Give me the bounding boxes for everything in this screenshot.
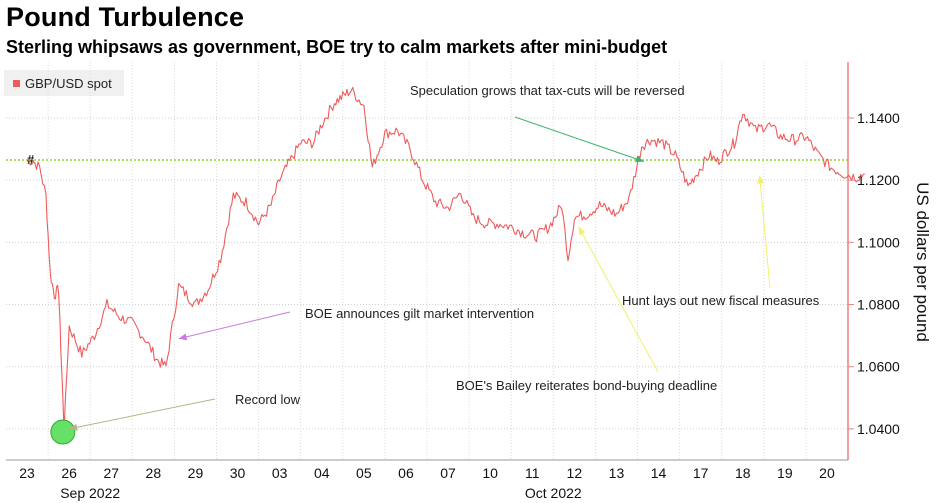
chart-title: Pound Turbulence: [6, 2, 245, 32]
y-tick-label: 1.1200: [857, 172, 900, 188]
chart-subtitle: Sterling whipsaws as government, BOE try…: [6, 37, 668, 57]
annotation-arrowhead: [578, 226, 586, 236]
x-tick-label: 28: [146, 465, 162, 481]
x-tick-label: 26: [61, 465, 77, 481]
x-tick-label: 17: [693, 465, 709, 481]
x-tick-label: 20: [819, 465, 835, 481]
x-tick-label: 13: [609, 465, 625, 481]
series-line-gbpusd: [26, 86, 865, 434]
y-tick-label: 1.0800: [857, 297, 900, 313]
annotation-label: BOE's Bailey reiterates bond-buying dead…: [456, 378, 717, 393]
reference-marker: #: [27, 152, 35, 167]
annotation-arrowhead: [178, 333, 188, 341]
y-axis-label: US dollars per pound: [913, 182, 932, 342]
y-tick-label: 1.1000: [857, 234, 900, 250]
x-tick-label: 18: [735, 465, 751, 481]
x-tick-label: 10: [482, 465, 498, 481]
x-tick-label: 03: [272, 465, 288, 481]
annotation-arrowhead: [756, 175, 764, 184]
x-tick-label: 19: [777, 465, 793, 481]
annotation-arrow: [759, 175, 771, 289]
x-month-label: Oct 2022: [525, 485, 582, 501]
x-tick-label: 07: [440, 465, 456, 481]
annotation-arrow: [69, 398, 216, 430]
x-tick-label: 14: [651, 465, 667, 481]
x-tick-label: 23: [19, 465, 35, 481]
annotation-arrowhead: [69, 423, 78, 431]
x-tick-label: 27: [103, 465, 119, 481]
y-tick-label: 1.0400: [857, 421, 900, 437]
y-tick-label: 1.0600: [857, 359, 900, 375]
x-tick-label: 11: [525, 465, 540, 481]
annotation-label: BOE announces gilt market intervention: [305, 306, 534, 321]
y-tick-label: 1.1400: [857, 110, 900, 126]
annotation-label: Hunt lays out new fiscal measures: [622, 293, 820, 308]
x-month-label: Sep 2022: [60, 485, 120, 501]
x-tick-label: 06: [398, 465, 414, 481]
annotation-arrow: [178, 311, 291, 340]
annotation-arrow: [514, 116, 644, 162]
annotation-label: Speculation grows that tax-cuts will be …: [410, 83, 685, 98]
record-low-marker: [50, 419, 76, 445]
legend-swatch: [13, 79, 20, 87]
annotation-arrow: [578, 226, 659, 373]
annotation-arrowhead: [635, 155, 644, 163]
x-tick-label: 29: [188, 465, 204, 481]
legend: GBP/USD spot: [4, 70, 124, 96]
x-tick-label: 04: [314, 465, 330, 481]
x-tick-label: 30: [230, 465, 246, 481]
x-tick-label: 05: [356, 465, 372, 481]
x-tick-label: 12: [567, 465, 583, 481]
annotation-label: Record low: [235, 392, 301, 407]
